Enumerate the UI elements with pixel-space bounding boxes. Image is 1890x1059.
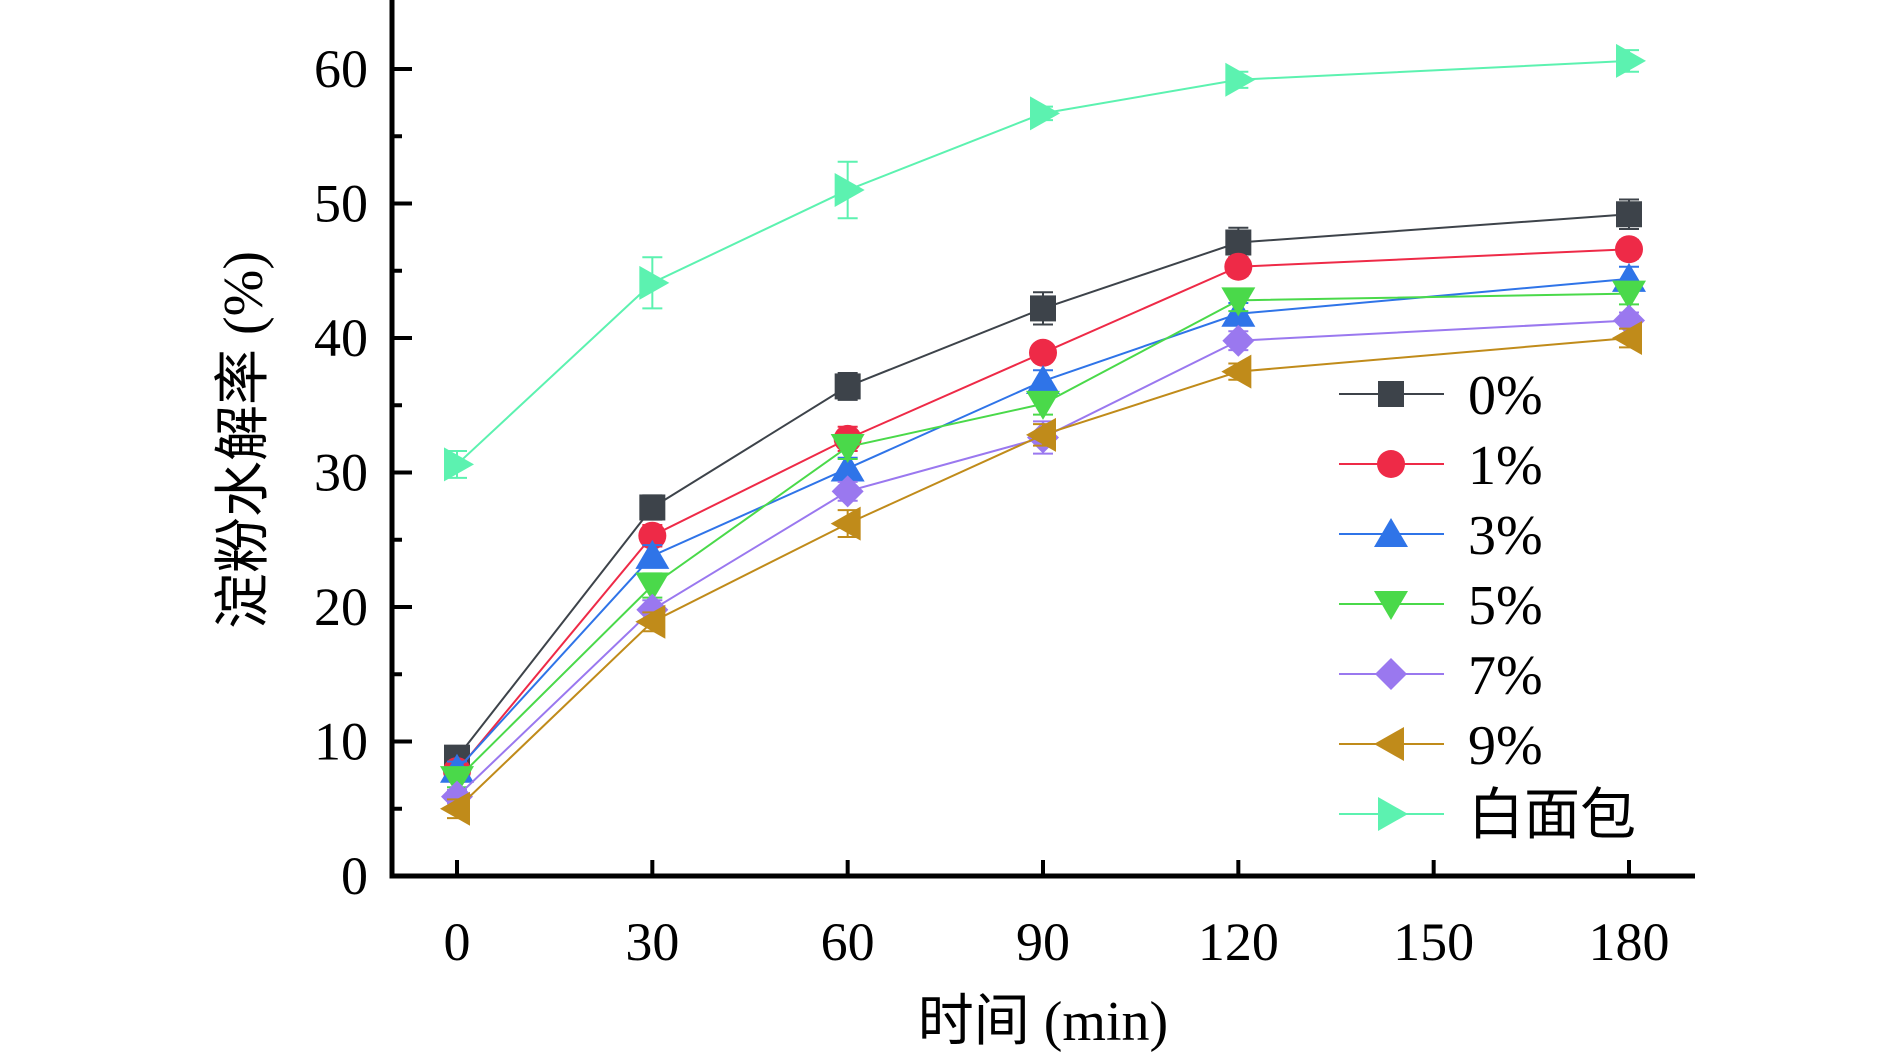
legend-label: 0% (1468, 365, 1543, 427)
legend-marker (1378, 797, 1408, 831)
data-point (830, 433, 865, 463)
x-tick-label: 30 (625, 912, 679, 972)
y-tick-label: 50 (314, 174, 368, 234)
legend-label: 1% (1468, 435, 1543, 497)
legend-item: 7% (1339, 645, 1543, 707)
legend-label: 5% (1468, 575, 1543, 637)
legend-item: 0% (1339, 365, 1543, 427)
data-point (1030, 96, 1060, 131)
data-point (440, 791, 470, 826)
y-tick-label: 30 (314, 443, 368, 503)
legend-marker (1375, 658, 1407, 690)
plot-area (440, 43, 1646, 826)
data-point (638, 521, 667, 550)
data-point (1222, 324, 1255, 357)
axes: 0 10 20 30 40 50 60 0 30 60 90 120 150 180 (314, 0, 1695, 972)
x-tick-label: 90 (1016, 912, 1070, 972)
series-6 (444, 43, 1646, 482)
legend-label: 3% (1468, 505, 1543, 567)
legend-label: 白面包 (1468, 785, 1636, 847)
x-axis-title: 时间 (min) (918, 991, 1168, 1053)
data-point (1030, 295, 1056, 322)
series-0 (444, 198, 1642, 771)
data-point (1225, 62, 1256, 97)
legend-marker (1378, 381, 1404, 407)
y-ticks: 0 10 20 30 40 50 60 (314, 39, 412, 906)
data-point (1615, 235, 1643, 264)
legend-label: 9% (1468, 715, 1543, 777)
series-line (456, 319, 1630, 798)
series-layer (440, 43, 1646, 826)
data-point (1225, 229, 1252, 256)
data-point (1026, 417, 1056, 452)
series-line (456, 337, 1630, 810)
data-point (1616, 201, 1642, 228)
legend: 0% 1% 3% 5% 7% 9% 白面包 (1339, 365, 1636, 847)
legend-label: 7% (1468, 645, 1543, 707)
data-point (1029, 338, 1057, 367)
y-axis-title: 淀粉水解率 (%) (213, 251, 275, 629)
data-point (635, 572, 670, 602)
data-point (1221, 287, 1256, 317)
legend-item: 白面包 (1339, 785, 1636, 847)
data-point (1026, 365, 1060, 395)
data-point (830, 506, 861, 541)
x-tick-label: 180 (1589, 912, 1670, 972)
data-point (1612, 321, 1642, 355)
y-tick-label: 0 (341, 846, 368, 906)
data-point (1616, 43, 1646, 78)
data-point (1224, 252, 1253, 281)
legend-item: 5% (1339, 575, 1543, 637)
y-tick-label: 10 (314, 712, 368, 772)
series-line (456, 213, 1630, 759)
legend-marker (1374, 518, 1408, 547)
x-tick-label: 150 (1393, 912, 1474, 972)
x-tick-label: 120 (1198, 912, 1279, 972)
data-point (1221, 354, 1252, 389)
legend-item: 1% (1339, 435, 1543, 497)
data-point (1612, 280, 1646, 310)
data-point (831, 475, 864, 508)
x-ticks: 0 30 60 90 120 150 180 (444, 860, 1670, 972)
series-line (456, 292, 1630, 780)
legend-marker (1377, 450, 1405, 478)
data-point (635, 539, 670, 569)
data-point (639, 494, 666, 521)
data-point (1026, 390, 1060, 420)
x-tick-label: 0 (444, 912, 471, 972)
data-point (834, 373, 861, 400)
legend-item: 3% (1339, 505, 1543, 567)
data-point (635, 604, 666, 639)
data-point (830, 452, 865, 482)
series-5 (440, 321, 1642, 826)
y-tick-label: 20 (314, 577, 368, 637)
data-point (444, 447, 474, 482)
legend-item: 9% (1339, 715, 1543, 777)
legend-marker (1374, 727, 1404, 761)
legend-marker (1374, 591, 1408, 620)
series-line (456, 248, 1630, 772)
y-tick-label: 60 (314, 39, 368, 99)
y-tick-label: 40 (314, 308, 368, 368)
data-point (639, 265, 670, 300)
x-tick-label: 60 (821, 912, 875, 972)
data-point (834, 173, 865, 208)
series-line (456, 59, 1630, 466)
